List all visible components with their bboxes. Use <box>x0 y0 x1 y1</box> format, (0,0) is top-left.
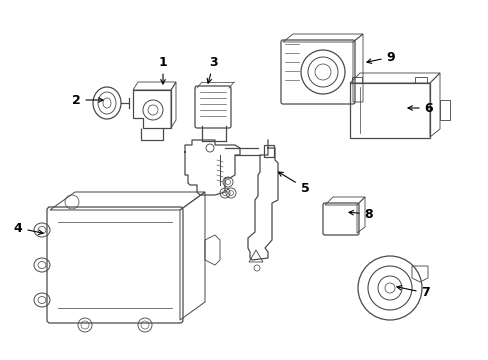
Text: 3: 3 <box>207 55 218 83</box>
Text: 6: 6 <box>407 102 432 114</box>
Text: 1: 1 <box>158 55 167 84</box>
Text: 9: 9 <box>366 50 394 63</box>
Bar <box>264 145 273 157</box>
Bar <box>439 100 449 120</box>
Text: 5: 5 <box>278 172 309 194</box>
Text: 8: 8 <box>348 207 372 220</box>
Bar <box>349 83 429 138</box>
Text: 7: 7 <box>396 285 429 300</box>
Bar <box>414 77 426 83</box>
Text: 2: 2 <box>71 94 103 107</box>
Text: 4: 4 <box>14 221 43 234</box>
Bar <box>351 77 361 83</box>
